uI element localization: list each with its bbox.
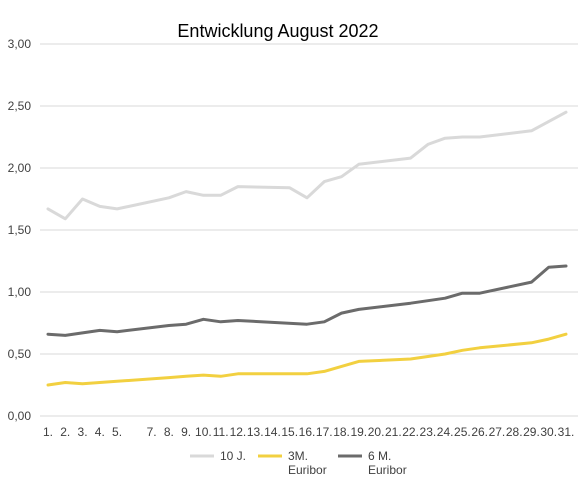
legend-label-line2: Euribor [368,463,407,477]
x-tick-label: 30. [540,425,557,439]
y-tick-label: 2,50 [8,99,32,113]
x-tick-label: 20. [368,425,385,439]
y-tick-label: 3,00 [8,37,32,51]
x-tick-label: 29. [523,425,540,439]
y-tick-label: 2,00 [8,161,32,175]
x-tick-label: 3. [78,425,88,439]
x-tick-label: 1. [43,425,53,439]
series-line-3m-euribor [46,332,568,387]
chart-title: Entwicklung August 2022 [177,21,378,41]
series-lines [46,110,568,387]
legend-label: 6 M. [368,449,391,463]
x-tick-label: 12. [230,425,247,439]
x-tick-label: 13. [247,425,264,439]
x-tick-label: 8. [164,425,174,439]
legend-label-line2: Euribor [288,463,327,477]
x-tick-label: 31. [558,425,575,439]
series-line-6m-euribor [46,264,568,337]
x-tick-label: 15. [281,425,298,439]
x-tick-label: 14. [264,425,281,439]
x-tick-label: 17. [316,425,333,439]
x-tick-label: 16. [299,425,316,439]
legend-label: 10 J. [220,449,246,463]
x-tick-label: 28. [506,425,523,439]
x-tick-label: 23. [420,425,437,439]
y-axis-tick-labels: 0,00 0,50 1,00 1,50 2,00 2,50 3,00 [8,37,32,423]
x-tick-label: 24. [437,425,454,439]
y-tick-label: 1,00 [8,285,32,299]
x-tick-label: 21. [385,425,402,439]
x-tick-label: 27. [489,425,506,439]
legend-label: 3M. [288,449,308,463]
x-tick-label: 4. [95,425,105,439]
x-tick-label: 19. [350,425,367,439]
x-axis-tick-labels: 1. 2. 3. 4. 5. 7. 8. 9. 10. 11. 12. 13. 14. 15. 16. 17.… [43,425,574,439]
x-tick-label: 7. [147,425,157,439]
x-tick-label: 5. [112,425,122,439]
y-tick-label: 0,50 [8,347,32,361]
x-tick-label: 18. [333,425,350,439]
x-tick-label: 10. [195,425,212,439]
x-tick-label: 9. [181,425,191,439]
x-tick-label: 25. [454,425,471,439]
x-tick-label: 2. [60,425,70,439]
gridlines [40,43,578,417]
x-tick-label: 26. [471,425,488,439]
y-tick-label: 1,50 [8,223,32,237]
series-line-10j [46,110,568,221]
x-tick-label: 22. [402,425,419,439]
x-tick-label: 11. [213,425,229,439]
y-tick-label: 0,00 [8,409,32,423]
